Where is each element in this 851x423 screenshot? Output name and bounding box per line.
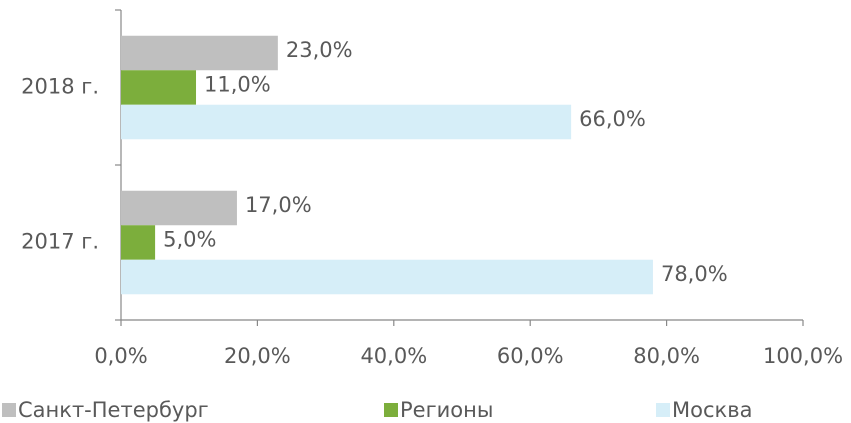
- data-label: 11,0%: [204, 73, 271, 97]
- data-label: 5,0%: [163, 228, 216, 252]
- legend-swatch: [384, 403, 398, 417]
- bar: [121, 259, 653, 295]
- x-tick-label: 40,0%: [360, 344, 427, 368]
- legend-swatch: [2, 403, 16, 417]
- data-label: 78,0%: [661, 262, 728, 286]
- y-tick-label: 2018 г.: [21, 75, 99, 99]
- y-tick-label: 2017 г.: [21, 230, 99, 254]
- bar: [121, 35, 278, 71]
- legend-label: Москва: [672, 398, 752, 422]
- legend-swatch: [656, 403, 670, 417]
- data-label: 23,0%: [286, 38, 353, 62]
- legend-label: Регионы: [400, 398, 493, 422]
- x-tick-label: 20,0%: [224, 344, 291, 368]
- x-tick-label: 80,0%: [633, 344, 700, 368]
- bar: [121, 70, 197, 105]
- data-label: 17,0%: [245, 193, 312, 217]
- x-tick-label: 60,0%: [497, 344, 564, 368]
- bar: [121, 190, 237, 226]
- data-label: 66,0%: [579, 107, 646, 131]
- legend-label: Санкт-Петербург: [18, 398, 209, 422]
- x-tick-label: 100,0%: [763, 344, 843, 368]
- bar: [121, 104, 572, 140]
- x-tick-label: 0,0%: [94, 344, 147, 368]
- bar: [121, 225, 156, 260]
